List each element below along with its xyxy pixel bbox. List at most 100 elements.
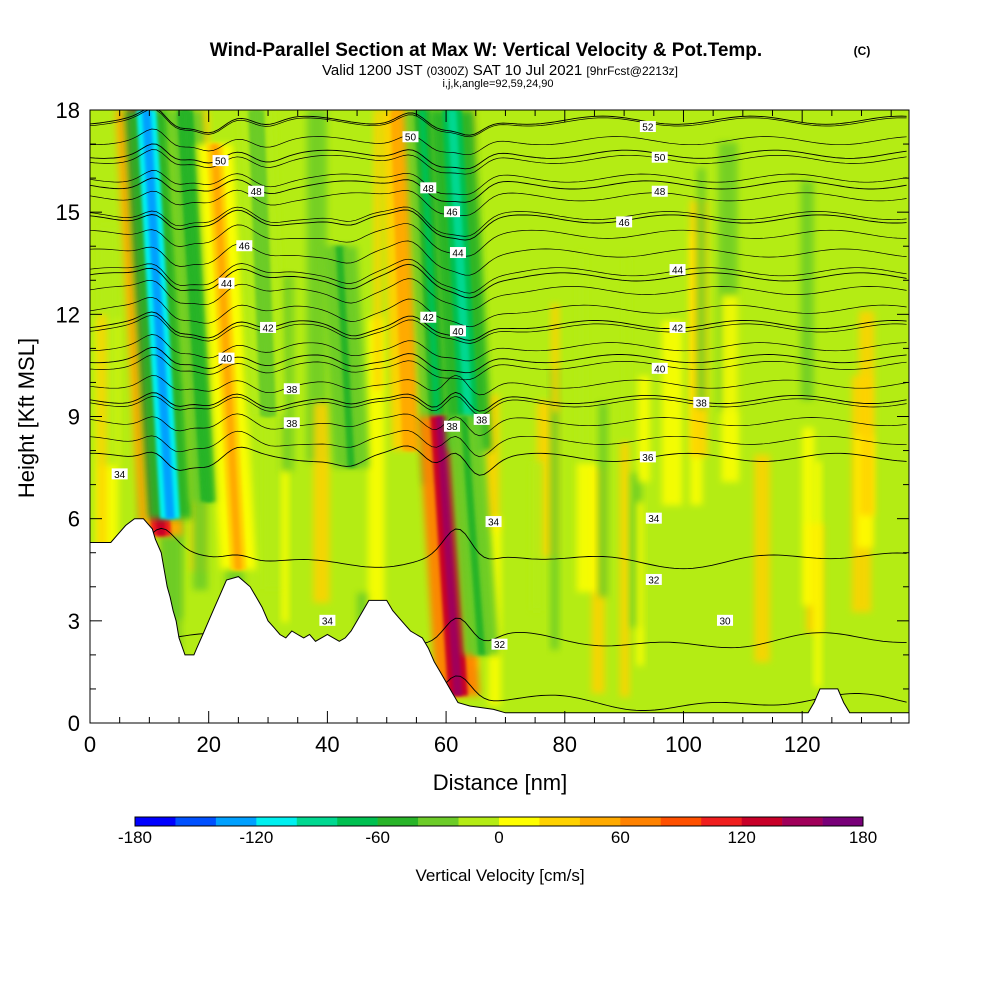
- velocity-cell-peak: [335, 246, 355, 468]
- colorbar-swatch: [256, 817, 298, 826]
- velocity-cell: [754, 454, 770, 663]
- theta-label-text: 30: [719, 616, 731, 627]
- theta-label-bg: [283, 417, 300, 429]
- theta-label-text: 40: [221, 354, 233, 365]
- theta-contour-line: [90, 110, 907, 136]
- velocity-cell: [368, 317, 385, 645]
- theta-label-bg: [616, 216, 633, 228]
- velocity-cell: [802, 427, 815, 606]
- colorbar-swatch: [701, 817, 742, 826]
- colorbar-swatch: [620, 817, 662, 826]
- theta-contour-line: [90, 223, 907, 257]
- theta-contour-line: [90, 296, 907, 328]
- subtitle-forecast: [9hrFcst@2213z]: [586, 64, 678, 78]
- theta-label: 42: [420, 311, 437, 324]
- theta-label-bg: [651, 151, 668, 163]
- theta-contour-line: [90, 258, 907, 294]
- theta-label-bg: [693, 396, 710, 408]
- y-tick-label: 12: [56, 302, 80, 327]
- theta-label: 50: [212, 155, 229, 168]
- theta-contour-line: [90, 395, 907, 416]
- theta-label-bg: [420, 182, 437, 194]
- colorbar-swatch: [458, 817, 500, 826]
- x-axis: 0 20 40 60 80 100 120: [84, 110, 892, 757]
- colorbar-swatch: [822, 817, 864, 826]
- theta-contour-line: [90, 128, 907, 156]
- theta-label: 42: [260, 321, 277, 334]
- theta-label-bg: [473, 413, 490, 425]
- theta-label-bg: [283, 383, 300, 395]
- colorbar-frame: [134, 816, 864, 827]
- colorbar-tick-label: -60: [365, 828, 390, 847]
- colorbar-swatch: [741, 817, 783, 826]
- theta-label-bg: [236, 240, 253, 252]
- theta-label: 52: [639, 121, 656, 134]
- plot-area: 52 50 50 50 48 48 48 46 46 46 44 44 44 42 42 42 40 40 40 38…: [90, 110, 909, 723]
- theta-label-text: 40: [452, 327, 464, 338]
- theta-label-text: 44: [672, 266, 684, 277]
- theta-contour-line: [90, 374, 907, 396]
- chart-params: i,j,k,angle=92,59,24,90: [442, 78, 553, 90]
- colorbar-swatch: [215, 817, 257, 826]
- velocity-cell: [637, 375, 650, 483]
- theta-label-text: 48: [654, 187, 666, 198]
- velocity-cells: [115, 110, 500, 696]
- theta-contour-line: [90, 391, 907, 412]
- theta-contour-line: [90, 311, 907, 341]
- theta-contour-line: [90, 314, 907, 344]
- theta-label-text: 38: [696, 398, 708, 409]
- theta-label: 34: [111, 468, 128, 481]
- colorbar-tick-label: 180: [849, 828, 877, 847]
- theta-label-bg: [645, 512, 662, 524]
- velocity-cell: [97, 314, 107, 558]
- x-tick-label: 40: [315, 732, 339, 757]
- velocity-cell: [619, 441, 630, 697]
- theta-label-text: 46: [446, 208, 458, 219]
- colorbar-tick-label: 0: [494, 828, 503, 847]
- theta-label: 46: [444, 206, 461, 219]
- theta-contour-line: [90, 527, 907, 570]
- theta-label-text: 38: [446, 422, 458, 433]
- theta-label: 32: [645, 573, 662, 586]
- theta-label: 44: [669, 264, 686, 277]
- theta-label: 30: [717, 614, 734, 627]
- theta-label: 44: [218, 277, 235, 290]
- theta-label-bg: [402, 131, 419, 143]
- colorbar-swatch: [377, 817, 419, 826]
- velocity-cell-peak: [395, 110, 415, 451]
- theta-label-bg: [218, 352, 235, 364]
- theta-label-text: 48: [423, 184, 435, 195]
- theta-contour-line: [90, 177, 907, 203]
- colorbar-swatch: [418, 817, 459, 826]
- theta-label-bg: [248, 185, 265, 197]
- colorbar: [134, 816, 864, 827]
- theta-label: 38: [473, 413, 490, 426]
- velocity-cell-peak: [435, 416, 463, 696]
- theta-label-text: 32: [648, 575, 660, 586]
- chart-title: Wind-Parallel Section at Max W: Vertical…: [210, 40, 762, 61]
- theta-label: 48: [651, 185, 668, 198]
- theta-label-bg: [639, 451, 656, 463]
- theta-label: 40: [449, 325, 466, 338]
- theta-label-text: 38: [476, 415, 488, 426]
- velocity-cell: [858, 311, 875, 516]
- theta-label: 50: [651, 151, 668, 164]
- theta-label-text: 36: [642, 453, 654, 464]
- theta-label-text: 42: [262, 323, 274, 334]
- y-tick-label: 3: [68, 609, 80, 634]
- theta-label-text: 34: [648, 514, 660, 525]
- theta-contour-line: [90, 189, 907, 216]
- theta-contour-line: [90, 170, 907, 196]
- subtitle-valid: Valid 1200 JST: [322, 62, 422, 79]
- chart-subtitle: Valid 1200 JST (0300Z) SAT 10 Jul 2021 […: [322, 62, 678, 79]
- colorbar-swatch: [135, 817, 176, 826]
- theta-label-bg: [212, 155, 229, 167]
- x-tick-label: 60: [434, 732, 458, 757]
- colorbar-swatch: [782, 817, 823, 826]
- velocity-cell-peak: [447, 110, 475, 451]
- theta-label: 48: [420, 182, 437, 195]
- subtitle-date: SAT 10 Jul 2021: [473, 62, 583, 79]
- theta-label: 44: [449, 247, 466, 260]
- x-tick-label: 100: [665, 732, 702, 757]
